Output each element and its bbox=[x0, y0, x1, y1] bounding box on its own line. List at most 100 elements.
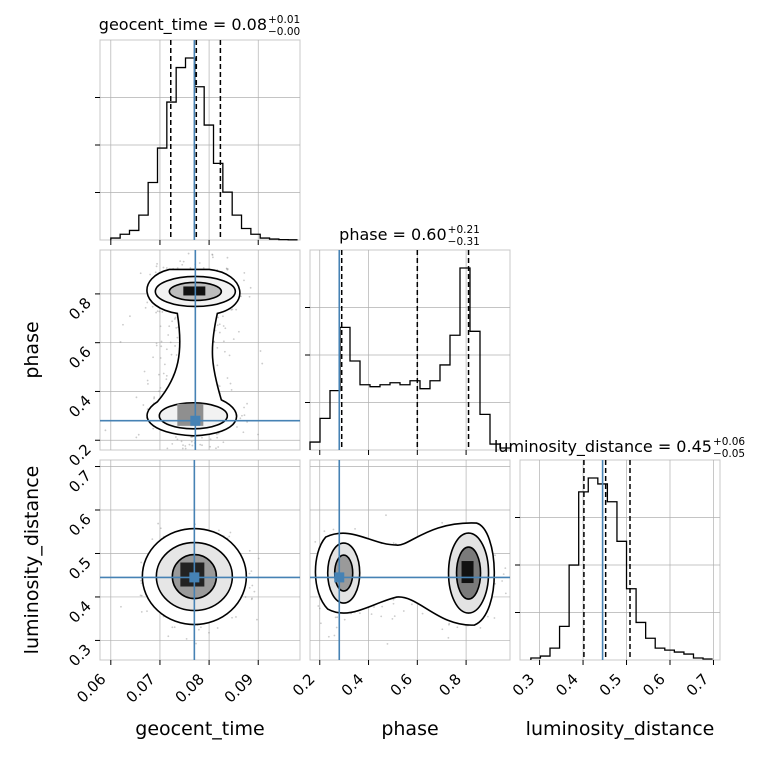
hist-step-geocent_time bbox=[110, 57, 298, 241]
xtick-label-luminosity_distance-2: 0.5 bbox=[596, 670, 626, 700]
scatter-point bbox=[155, 344, 158, 347]
scatter-point bbox=[166, 447, 169, 450]
panel-title-luminosity_distance: luminosity_distance = 0.45 +0.06−0.05 bbox=[494, 436, 746, 460]
scatter-point bbox=[323, 530, 326, 533]
scatter-point bbox=[441, 521, 444, 524]
xtick-label-phase-1: 0.4 bbox=[338, 670, 368, 700]
scatter-point bbox=[222, 441, 225, 444]
scatter-point bbox=[226, 377, 229, 379]
scatter-point bbox=[171, 626, 174, 629]
scatter-point bbox=[217, 316, 219, 319]
scatter-point bbox=[248, 549, 251, 552]
scatter-point bbox=[217, 446, 220, 448]
scatter-point bbox=[146, 301, 149, 304]
scatter-point bbox=[226, 268, 229, 270]
scatter-point bbox=[181, 447, 184, 450]
xtick-label-luminosity_distance-1: 0.4 bbox=[552, 670, 582, 700]
scatter-point bbox=[236, 426, 238, 428]
scatter-point bbox=[176, 267, 179, 270]
scatter-point bbox=[226, 268, 229, 271]
scatter-point bbox=[230, 389, 233, 391]
scatter-point bbox=[223, 350, 226, 353]
scatter-point bbox=[182, 444, 184, 447]
scatter-point bbox=[334, 616, 337, 619]
scatter-panel-phase-luminosity_distance: 0.2 0.4 0.6 0.8 bbox=[289, 459, 511, 700]
scatter-point bbox=[153, 396, 156, 399]
scatter-point bbox=[162, 266, 165, 269]
scatter-point bbox=[182, 260, 185, 263]
scatter-point bbox=[139, 579, 142, 582]
scatter-point bbox=[354, 528, 356, 530]
scatter-point bbox=[156, 262, 158, 265]
scatter-point bbox=[391, 617, 394, 620]
scatter-point bbox=[257, 557, 260, 560]
panels-layer: 0.3 0.4 0.5 0.6 0.70.20.40.60.80.06 0.07 0.08 0… bbox=[65, 39, 721, 706]
scatter-point bbox=[212, 256, 214, 259]
scatter-point bbox=[226, 256, 229, 259]
xtick-label-luminosity_distance-3: 0.6 bbox=[639, 670, 669, 700]
scatter-point bbox=[159, 387, 162, 389]
scatter-panel-geocent_time-luminosity_distance: 0.06 0.07 0.08 0.09 0.3 0.4 0.5 0.6 0.7 bbox=[65, 459, 301, 706]
panel-title-phase: phase = 0.60 +0.21−0.31 bbox=[339, 224, 480, 248]
scatter-point bbox=[161, 311, 164, 313]
scatter-point bbox=[202, 267, 205, 269]
scatter-point bbox=[456, 626, 459, 629]
scatter-point bbox=[248, 295, 251, 298]
scatter-point bbox=[448, 622, 451, 625]
scatter-point bbox=[402, 610, 405, 612]
scatter-point bbox=[243, 279, 245, 282]
scatter-point bbox=[392, 598, 395, 601]
scatter-point bbox=[250, 598, 253, 601]
scatter-point bbox=[335, 626, 338, 629]
scatter-point bbox=[154, 271, 157, 274]
contour-outer bbox=[314, 522, 496, 626]
hist-panel-phase-frame bbox=[309, 249, 511, 451]
scatter-point bbox=[152, 356, 154, 359]
scatter-point bbox=[479, 626, 482, 629]
scatter-point bbox=[140, 594, 143, 597]
scatter-point bbox=[410, 603, 413, 606]
ytick-label-luminosity_distance-4: 0.7 bbox=[65, 467, 95, 497]
scatter-point bbox=[211, 253, 214, 256]
scatter-point bbox=[332, 528, 335, 531]
scatter-point bbox=[175, 354, 178, 356]
scatter-point bbox=[169, 341, 172, 344]
scatter-point bbox=[381, 605, 384, 608]
scatter-point bbox=[199, 626, 202, 629]
scatter-point bbox=[343, 618, 346, 621]
scatter-point bbox=[181, 263, 184, 266]
scatter-point bbox=[216, 627, 219, 629]
scatter-point bbox=[232, 338, 235, 341]
scatter-point bbox=[155, 311, 158, 314]
scatter-point bbox=[218, 385, 221, 388]
scatter-point bbox=[494, 554, 496, 557]
xlabel-luminosity_distance: luminosity_distance bbox=[526, 718, 715, 740]
scatter-point bbox=[218, 529, 220, 532]
scatter-point bbox=[251, 584, 254, 587]
scatter-point bbox=[235, 308, 238, 311]
scatter-point bbox=[173, 318, 176, 320]
scatter-point bbox=[222, 340, 225, 343]
scatter-point bbox=[214, 329, 217, 332]
scatter-point bbox=[170, 353, 173, 356]
scatter-point bbox=[229, 382, 232, 385]
scatter-point bbox=[218, 331, 221, 334]
scatter-point bbox=[171, 442, 174, 445]
title-plus-luminosity_distance: +0.06 bbox=[713, 436, 745, 448]
scatter-point bbox=[209, 445, 212, 448]
density-peak-hi bbox=[183, 286, 206, 296]
scatter-point bbox=[151, 305, 154, 308]
scatter-point bbox=[421, 612, 424, 615]
ylabel-phase: phase bbox=[21, 321, 43, 378]
scatter-point bbox=[392, 542, 395, 544]
scatter-point bbox=[157, 522, 160, 525]
xtick-label-geocent_time-0: 0.06 bbox=[73, 670, 109, 706]
scatter-point bbox=[242, 431, 245, 434]
scatter-point bbox=[199, 443, 202, 446]
scatter-point bbox=[222, 325, 225, 327]
scatter-point bbox=[135, 436, 138, 439]
scatter-point bbox=[159, 527, 162, 530]
ytick-label-phase-1: 0.4 bbox=[65, 392, 95, 422]
scatter-point bbox=[216, 364, 219, 367]
